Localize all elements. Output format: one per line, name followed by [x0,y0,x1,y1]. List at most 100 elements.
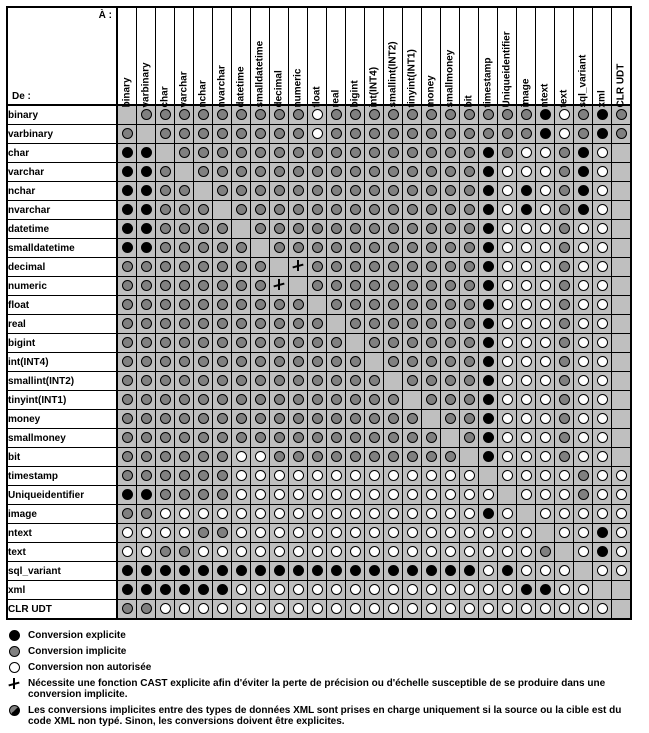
symbol-implicit [293,204,304,215]
matrix-cell [536,163,555,182]
matrix-cell [479,505,498,524]
matrix-cell [574,391,593,410]
matrix-cell [213,220,232,239]
matrix-cell [346,581,365,600]
symbol-not_allowed [179,508,190,519]
row-header: varchar [7,163,117,182]
symbol-implicit [122,337,133,348]
symbol-implicit [407,166,418,177]
matrix-cell [327,543,346,562]
symbol-not_allowed [274,584,285,595]
matrix-cell [194,334,213,353]
symbol-not_allowed [540,413,551,424]
symbol-implicit [293,451,304,462]
matrix-cell [536,182,555,201]
symbol-not_allowed [559,508,570,519]
matrix-cell [441,410,460,429]
matrix-cell [251,315,270,334]
matrix-cell [137,163,156,182]
matrix-cell [137,144,156,163]
symbol-implicit [388,280,399,291]
symbol-not_allowed [312,508,323,519]
matrix-cell [232,410,251,429]
matrix-cell [213,353,232,372]
symbol-not_allowed [521,166,532,177]
matrix-cell [536,239,555,258]
row-header: image [7,505,117,524]
symbol-implicit [217,470,228,481]
symbol-implicit [350,375,361,386]
symbol-implicit [217,242,228,253]
symbol-explicit [122,204,133,215]
symbol-implicit [255,337,266,348]
matrix-cell [460,600,479,620]
symbol-not_allowed [502,527,513,538]
row-header: varbinary [7,125,117,144]
symbol-implicit [198,451,209,462]
matrix-cell [308,486,327,505]
symbol-not_allowed [597,508,608,519]
symbol-not_allowed [274,603,285,614]
symbol-implicit [274,318,285,329]
symbol-implicit [160,546,171,557]
matrix-cell [536,581,555,600]
matrix-cell [156,277,175,296]
matrix-cell [574,448,593,467]
matrix-cell [213,315,232,334]
symbol-explicit [540,584,551,595]
symbol-implicit [236,185,247,196]
row-header: xml [7,581,117,600]
legend-symbol [6,705,22,716]
symbol-implicit [312,413,323,424]
symbol-implicit [331,451,342,462]
matrix-cell [517,144,536,163]
col-header: bigint [346,7,365,105]
symbol-implicit [388,413,399,424]
matrix-cell [289,410,308,429]
matrix-cell [327,467,346,486]
col-header-label: binary [122,90,133,108]
symbol-not_allowed [597,356,608,367]
symbol-explicit [483,451,494,462]
symbol-implicit [350,318,361,329]
matrix-cell [175,600,194,620]
matrix-cell [479,182,498,201]
matrix-cell [365,524,384,543]
matrix-cell [117,277,137,296]
matrix-cell [517,486,536,505]
matrix-cell [327,334,346,353]
symbol-implicit [388,299,399,310]
matrix-cell [232,334,251,353]
matrix-cell [460,125,479,144]
matrix-cell [365,448,384,467]
matrix-cell [460,277,479,296]
matrix-cell [422,258,441,277]
matrix-cell [536,296,555,315]
symbol-implicit [350,204,361,215]
symbol-not_allowed [464,527,475,538]
symbol-not_allowed [597,223,608,234]
symbol-implicit [350,166,361,177]
matrix-cell [460,562,479,581]
symbol-implicit [369,166,380,177]
symbol-implicit [445,394,456,405]
symbol-not_allowed [255,546,266,557]
matrix-cell [270,315,289,334]
symbol-implicit [179,337,190,348]
symbol-implicit [426,280,437,291]
matrix-cell [536,125,555,144]
symbol-not_allowed [502,223,513,234]
matrix-cell [346,372,365,391]
matrix-cell [175,581,194,600]
matrix-cell [593,410,612,429]
matrix-cell [460,201,479,220]
matrix-cell [593,258,612,277]
symbol-not_allowed [578,280,589,291]
symbol-implicit [274,166,285,177]
matrix-cell [194,220,213,239]
matrix-cell [555,486,574,505]
symbol-implicit [179,451,190,462]
symbol-implicit [331,280,342,291]
matrix-cell [460,220,479,239]
matrix-cell [327,486,346,505]
